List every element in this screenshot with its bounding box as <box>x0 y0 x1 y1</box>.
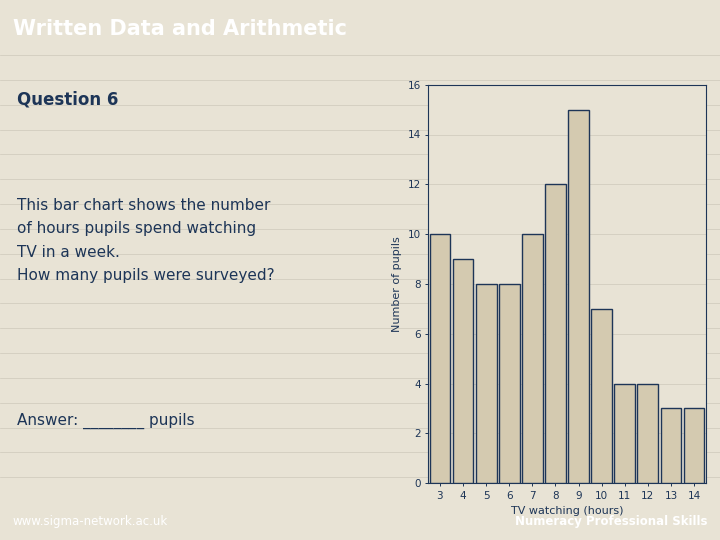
Y-axis label: Number of pupils: Number of pupils <box>392 236 402 332</box>
Bar <box>453 259 474 483</box>
Text: www.sigma-network.ac.uk: www.sigma-network.ac.uk <box>13 515 168 528</box>
Bar <box>430 234 450 483</box>
Bar <box>591 309 612 483</box>
Bar <box>545 184 566 483</box>
Text: Written Data and Arithmetic: Written Data and Arithmetic <box>13 18 347 38</box>
Text: Answer: ________ pupils: Answer: ________ pupils <box>17 413 195 429</box>
Bar <box>499 284 520 483</box>
Text: Numeracy Professional Skills: Numeracy Professional Skills <box>515 515 707 528</box>
Text: This bar chart shows the number
of hours pupils spend watching
TV in a week.
How: This bar chart shows the number of hours… <box>17 198 275 284</box>
X-axis label: TV watching (hours): TV watching (hours) <box>510 507 624 516</box>
Bar <box>614 383 635 483</box>
Bar <box>637 383 658 483</box>
Bar <box>522 234 543 483</box>
Text: Question 6: Question 6 <box>17 91 119 109</box>
Bar <box>684 408 704 483</box>
Bar <box>660 408 681 483</box>
Bar <box>568 110 589 483</box>
Bar <box>476 284 497 483</box>
